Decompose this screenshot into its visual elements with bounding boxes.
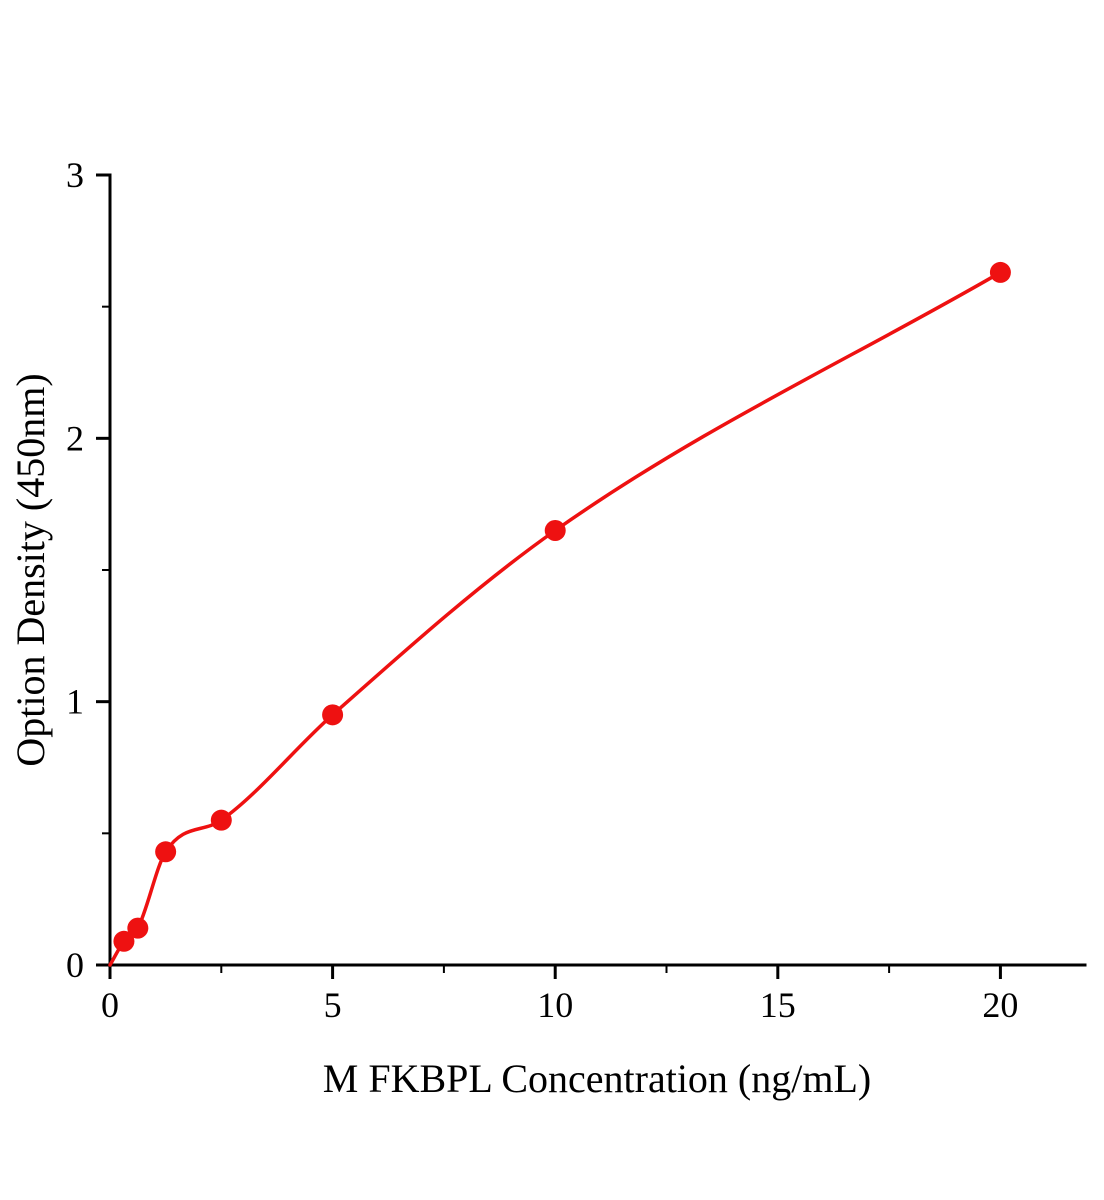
data-point	[210, 809, 232, 831]
y-axis-label: Option Density (450nm)	[8, 373, 53, 766]
data-point	[544, 520, 566, 541]
x-tick-label: 10	[537, 985, 573, 1025]
chart-plot-area: 0 5 10 15 20 0 1 2 3	[66, 155, 1087, 1025]
y-tick-label: 3	[66, 155, 84, 195]
x-tick-label: 20	[982, 985, 1018, 1025]
data-point	[127, 917, 149, 939]
data-point	[113, 930, 135, 952]
data-point	[155, 841, 177, 863]
y-tick-label: 2	[66, 418, 84, 458]
x-axis-label: M FKBPL Concentration (ng/mL)	[323, 1056, 871, 1101]
x-tick-label: 5	[324, 985, 342, 1025]
y-tick-label: 1	[66, 682, 84, 722]
data-point	[322, 704, 344, 726]
x-tick-label: 0	[101, 985, 119, 1025]
y-tick-label: 0	[66, 945, 84, 985]
x-tick-label: 15	[760, 985, 796, 1025]
fit-curve	[108, 270, 1003, 967]
data-point	[989, 261, 1011, 283]
